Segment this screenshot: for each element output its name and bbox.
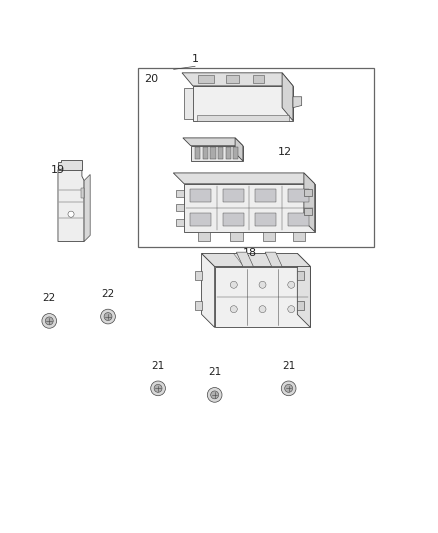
Circle shape: [151, 381, 166, 395]
Polygon shape: [297, 271, 304, 279]
Polygon shape: [201, 254, 215, 327]
Polygon shape: [201, 254, 311, 266]
Circle shape: [207, 387, 222, 402]
Text: 12: 12: [278, 148, 292, 157]
Bar: [223, 213, 244, 227]
Text: 21: 21: [208, 367, 221, 377]
Polygon shape: [293, 97, 302, 108]
Polygon shape: [177, 204, 184, 211]
Polygon shape: [183, 138, 243, 146]
Polygon shape: [226, 75, 239, 83]
Polygon shape: [297, 301, 304, 310]
Circle shape: [45, 317, 53, 325]
Polygon shape: [297, 254, 311, 327]
Polygon shape: [58, 169, 84, 241]
Circle shape: [154, 384, 162, 392]
Bar: [210, 148, 215, 159]
Text: 21: 21: [152, 361, 165, 371]
Polygon shape: [198, 75, 214, 83]
Polygon shape: [173, 173, 315, 184]
Polygon shape: [215, 266, 311, 327]
Bar: [203, 148, 208, 159]
Circle shape: [288, 281, 295, 288]
Bar: [195, 148, 200, 159]
Polygon shape: [195, 271, 201, 279]
Bar: [288, 189, 309, 203]
Circle shape: [230, 305, 237, 313]
Circle shape: [259, 281, 266, 288]
Polygon shape: [191, 146, 243, 161]
Bar: [255, 189, 276, 203]
Circle shape: [101, 309, 115, 324]
Polygon shape: [81, 188, 84, 198]
Bar: [198, 232, 210, 241]
Polygon shape: [177, 190, 184, 197]
Circle shape: [211, 391, 219, 399]
Circle shape: [285, 384, 293, 392]
Text: 21: 21: [282, 361, 295, 371]
Polygon shape: [235, 138, 243, 161]
Bar: [190, 189, 211, 203]
Bar: [233, 148, 238, 159]
Polygon shape: [304, 189, 312, 196]
Bar: [288, 213, 309, 227]
Circle shape: [288, 305, 295, 313]
Polygon shape: [282, 73, 293, 120]
Bar: [138, 68, 374, 247]
Bar: [218, 148, 223, 159]
Circle shape: [259, 305, 266, 313]
Polygon shape: [184, 88, 193, 118]
Polygon shape: [253, 75, 264, 83]
Polygon shape: [182, 73, 293, 86]
Circle shape: [281, 381, 296, 395]
Text: 20: 20: [145, 74, 159, 84]
Text: 18: 18: [242, 248, 257, 258]
Bar: [230, 232, 243, 241]
Circle shape: [68, 211, 74, 217]
Bar: [263, 232, 275, 241]
Polygon shape: [197, 116, 289, 120]
Text: 19: 19: [51, 165, 65, 175]
Text: 1: 1: [191, 54, 198, 64]
Bar: [226, 148, 231, 159]
Polygon shape: [304, 208, 312, 215]
Circle shape: [42, 313, 57, 328]
Bar: [190, 213, 211, 227]
Circle shape: [104, 312, 112, 320]
Text: 22: 22: [101, 289, 115, 299]
Polygon shape: [58, 160, 82, 169]
Bar: [255, 213, 276, 227]
Polygon shape: [195, 301, 201, 310]
Polygon shape: [184, 184, 315, 232]
Polygon shape: [177, 219, 184, 225]
Circle shape: [230, 281, 237, 288]
Polygon shape: [237, 252, 253, 266]
Polygon shape: [193, 86, 293, 120]
Polygon shape: [84, 174, 90, 241]
Polygon shape: [304, 173, 315, 232]
Bar: [293, 232, 305, 241]
Polygon shape: [265, 252, 282, 266]
Bar: [223, 189, 244, 203]
Text: 22: 22: [42, 294, 56, 303]
